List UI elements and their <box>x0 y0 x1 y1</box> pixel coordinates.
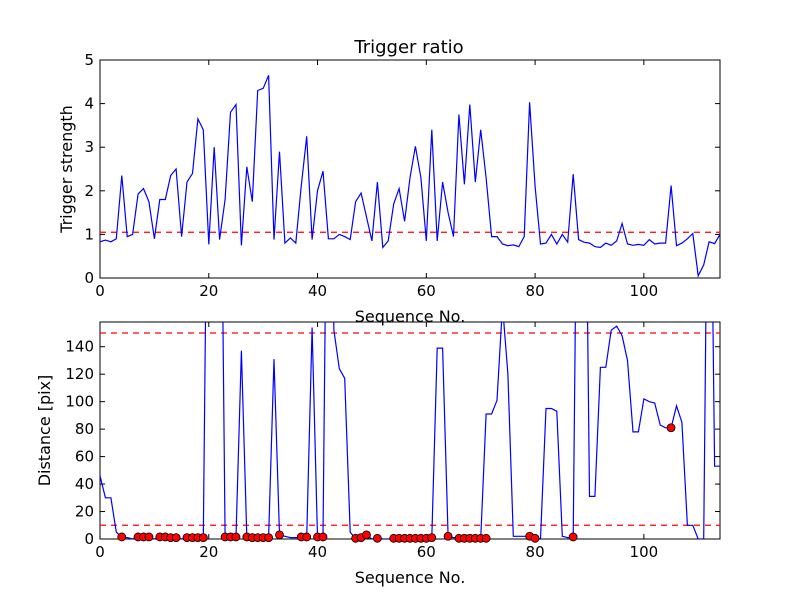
series-line <box>100 322 720 539</box>
data-point-marker <box>318 532 328 542</box>
data-point-marker <box>666 423 676 433</box>
y-tick-label: 0 <box>84 269 94 287</box>
x-tick-label: 0 <box>95 543 105 561</box>
y-tick-label: 4 <box>84 95 94 113</box>
x-tick-label: 100 <box>630 543 659 561</box>
data-point-marker <box>568 532 578 542</box>
y-axis-label: Trigger strength <box>57 105 76 234</box>
x-axis-label: Sequence No. <box>355 568 466 587</box>
top-chart: 0 20 40 60 80 100 0 1 2 3 4 5 Sequence No. Trigger st… <box>57 51 721 326</box>
series-line <box>100 75 720 278</box>
data-point-marker <box>117 532 127 542</box>
y-tick-label: 1 <box>84 225 94 243</box>
x-tick-label: 60 <box>417 282 436 300</box>
y-tick-label: 2 <box>84 182 94 200</box>
data-point-marker <box>362 530 371 540</box>
data-point-marker <box>530 533 540 543</box>
y-tick-label: 40 <box>75 475 94 493</box>
y-tick-label: 120 <box>65 365 94 383</box>
figure-title: Trigger ratio <box>353 37 463 58</box>
x-tick-label: 40 <box>308 282 327 300</box>
plot-frame <box>99 321 721 540</box>
y-tick-label: 5 <box>84 51 94 69</box>
x-tick-label: 80 <box>526 282 545 300</box>
data-point-marker <box>372 533 382 543</box>
x-tick-label: 80 <box>526 543 545 561</box>
plot-frame <box>99 59 721 279</box>
data-point-marker <box>171 533 181 543</box>
data-point-marker <box>481 533 491 543</box>
x-tick-label: 20 <box>199 543 218 561</box>
x-tick-label: 20 <box>199 282 218 300</box>
y-tick-label: 3 <box>84 138 94 156</box>
data-point-marker <box>144 532 154 542</box>
x-tick-label: 40 <box>308 543 327 561</box>
y-tick-label: 20 <box>75 503 94 521</box>
x-axis-label: Sequence No. <box>355 307 466 326</box>
data-point-marker <box>198 533 208 543</box>
x-tick-label: 0 <box>95 282 105 300</box>
data-point-marker <box>443 531 453 541</box>
x-tick-label: 100 <box>630 282 659 300</box>
y-tick-label: 140 <box>65 338 94 356</box>
y-axis-label: Distance [pix] <box>35 375 54 487</box>
y-tick-label: 0 <box>84 530 94 548</box>
data-point-marker <box>264 533 273 543</box>
data-point-marker <box>427 533 437 543</box>
y-tick-label: 60 <box>75 448 94 466</box>
y-tick-label: 100 <box>65 393 94 411</box>
data-point-marker <box>275 530 284 540</box>
bottom-chart: 0 20 40 60 80 100 0 20 40 60 80 100 120 140 Sequence N… <box>35 321 721 587</box>
data-point-marker <box>231 532 241 542</box>
data-point-marker <box>302 532 312 542</box>
y-tick-label: 80 <box>75 420 94 438</box>
x-tick-label: 60 <box>417 543 436 561</box>
